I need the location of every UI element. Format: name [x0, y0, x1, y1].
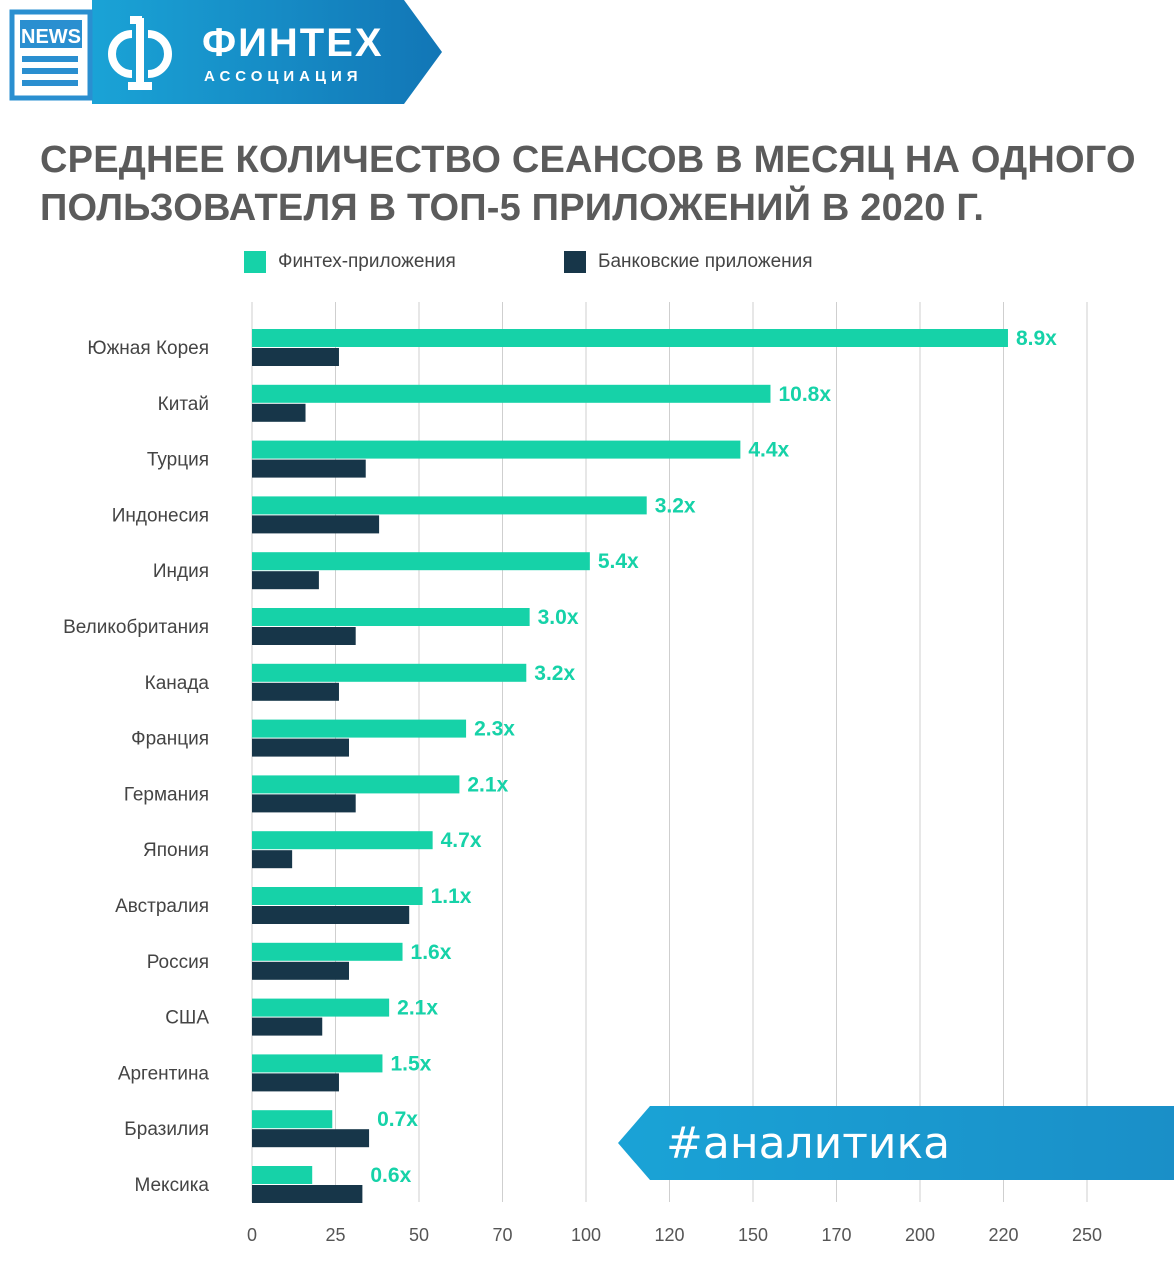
bar-fintech	[252, 608, 530, 626]
bar-bank	[252, 1073, 339, 1092]
x-tick-label: 170	[821, 1225, 851, 1245]
bar-bank	[252, 515, 380, 534]
x-tick-label: 120	[654, 1225, 684, 1245]
x-tick-label: 220	[988, 1225, 1018, 1245]
fintech-logo-icon	[108, 16, 172, 90]
ratio-label: 0.6x	[370, 1164, 411, 1187]
x-tick-label: 50	[409, 1225, 429, 1245]
category-label: Бразилия	[124, 1119, 209, 1140]
header-banner: NEWS ФИНТЕХ АССОЦИАЦИЯ	[9, 0, 442, 104]
ratio-label: 4.4x	[748, 439, 789, 462]
hashtag-banner	[618, 1106, 1174, 1180]
x-tick-label: 200	[905, 1225, 935, 1245]
bar-bank	[252, 1129, 370, 1148]
bar-fintech	[252, 1110, 333, 1129]
bar-fintech	[252, 831, 433, 850]
ratio-label: 1.1x	[431, 885, 472, 908]
bar-bank	[252, 1017, 323, 1036]
category-label: Великобритания	[63, 617, 209, 638]
hashtag-label: #аналитика	[666, 1118, 951, 1169]
x-tick-label: 70	[492, 1225, 512, 1245]
bar-bank	[252, 571, 319, 590]
ratio-label: 0.7x	[377, 1108, 418, 1131]
bar-fintech	[252, 663, 527, 682]
legend-label-fintech: Финтех-приложения	[278, 251, 456, 272]
chart-title: СРЕДНЕЕ КОЛИЧЕСТВО СЕАНСОВ В МЕСЯЦ НА ОД…	[40, 136, 1150, 232]
bar-bank	[252, 961, 350, 980]
bar-bank	[252, 459, 366, 478]
bar-bank	[252, 348, 339, 366]
x-tick-label: 150	[738, 1225, 768, 1245]
bar-fintech	[252, 496, 647, 515]
category-label: Австралия	[115, 896, 209, 917]
legend-label-bank: Банковские приложения	[598, 251, 813, 272]
newspaper-icon	[9, 9, 93, 101]
bar-fintech	[252, 775, 460, 794]
x-tick-label: 25	[325, 1225, 345, 1245]
ratio-label: 1.6x	[411, 941, 452, 964]
category-label: Канада	[145, 673, 210, 694]
category-label: Франция	[131, 729, 209, 750]
category-label: США	[165, 1008, 209, 1029]
ratio-label: 4.7x	[441, 829, 482, 852]
bar-bank	[252, 794, 356, 813]
ratio-label: 3.2x	[534, 662, 575, 685]
legend-item-bank: Банковские приложения	[564, 250, 813, 274]
bar-fintech	[252, 998, 390, 1017]
ratio-label: 8.9x	[1016, 327, 1057, 350]
ratio-label: 2.1x	[467, 773, 508, 796]
legend-item-fintech: Финтех-приложения	[244, 250, 456, 274]
ratio-label: 2.1x	[397, 997, 438, 1020]
legend-swatch-fintech	[244, 251, 266, 273]
brand-subtitle: АССОЦИАЦИЯ	[204, 68, 363, 85]
category-label: Южная Корея	[87, 338, 209, 359]
category-label: Германия	[124, 784, 209, 805]
x-tick-label: 100	[571, 1225, 601, 1245]
bar-fintech	[252, 552, 590, 571]
bar-fintech	[252, 1166, 313, 1184]
brand-name: ФИНТЕХ	[202, 21, 384, 65]
news-badge: NEWS	[21, 26, 81, 48]
category-label: Япония	[143, 840, 209, 861]
ratio-label: 2.3x	[474, 718, 515, 741]
bar-bank	[252, 906, 410, 924]
labels: 0 25 50 70 100 120 150 170 200 220 250 Южная Корея 8…	[63, 327, 1102, 1245]
ratio-label: 3.0x	[538, 606, 579, 629]
bar-bank	[252, 403, 306, 422]
category-label: Турция	[147, 450, 209, 471]
bar-fintech	[252, 384, 771, 403]
bar-bank	[252, 738, 350, 757]
x-tick-label: 250	[1072, 1225, 1102, 1245]
ratio-label: 1.5x	[390, 1052, 431, 1075]
chart-title-line-2: ПОЛЬЗОВАТЕЛЯ В ТОП-5 ПРИЛОЖЕНИЙ В 2020 Г…	[40, 187, 985, 229]
category-label: Китай	[158, 394, 209, 415]
bar-fintech	[252, 440, 741, 459]
bar-fintech	[252, 719, 467, 738]
bar-fintech	[252, 1054, 383, 1073]
category-label: Аргентина	[118, 1063, 210, 1084]
x-tick-label: 0	[247, 1225, 257, 1245]
chart-title-line-1: СРЕДНЕЕ КОЛИЧЕСТВО СЕАНСОВ В МЕСЯЦ НА ОД…	[40, 139, 1136, 181]
bar-bank	[252, 627, 356, 645]
category-label: Индонесия	[112, 505, 209, 526]
category-label: Мексика	[134, 1175, 209, 1196]
ratio-label: 3.2x	[655, 494, 696, 517]
bar-fintech	[252, 329, 1008, 347]
bar-fintech	[252, 887, 423, 905]
ratio-label: 5.4x	[598, 550, 639, 573]
bar-bank	[252, 1185, 363, 1203]
legend-swatch-bank	[564, 251, 586, 273]
banner-shape	[92, 0, 442, 104]
bars	[252, 329, 1008, 1203]
category-label: Россия	[147, 952, 209, 973]
bar-bank	[252, 682, 339, 701]
category-label: Индия	[153, 561, 209, 582]
bar-fintech	[252, 942, 403, 961]
ratio-label: 10.8x	[778, 383, 831, 406]
bar-bank	[252, 850, 293, 869]
